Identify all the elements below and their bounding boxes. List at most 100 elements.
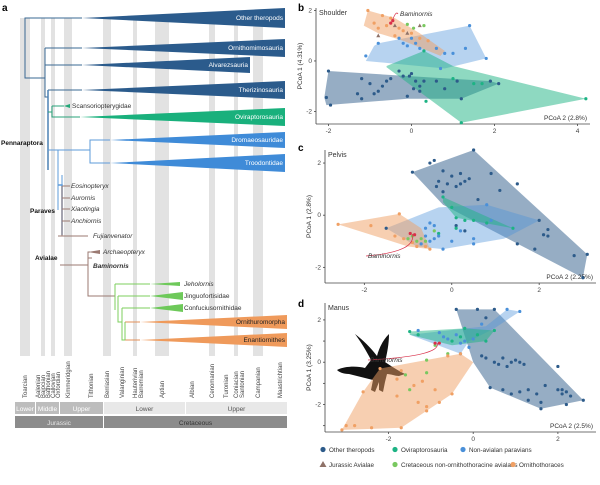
branch [89, 150, 110, 164]
data-point [432, 158, 436, 163]
data-point [419, 237, 423, 241]
data-point [393, 234, 397, 238]
data-point [324, 95, 328, 100]
data-point [463, 339, 467, 343]
data-point [443, 51, 447, 55]
data-point [463, 218, 467, 223]
data-point [409, 36, 414, 40]
epoch-box [15, 402, 35, 414]
data-point [458, 335, 463, 339]
wedge-jinguofortisidae [150, 292, 183, 300]
data-point [372, 92, 376, 96]
hull-ornithothoraces [363, 10, 445, 56]
data-point [409, 71, 414, 76]
data-point [533, 247, 537, 251]
time-band [41, 18, 45, 356]
data-point [564, 402, 568, 407]
data-point [393, 34, 397, 38]
data-point [455, 79, 459, 83]
branch [58, 184, 63, 235]
wedge-enantiornithes [140, 333, 287, 347]
data-point [366, 8, 370, 13]
data-point [458, 182, 463, 186]
data-point [401, 41, 405, 45]
data-point [419, 242, 423, 246]
data-point [389, 16, 393, 20]
wedge-ornithuromorpha [140, 315, 287, 329]
data-point [518, 309, 522, 314]
data-point [437, 179, 441, 183]
data-point [471, 337, 475, 341]
wedge-therizinosauria [82, 81, 285, 99]
wedge-jeholornis [150, 282, 180, 286]
data-point [450, 174, 454, 178]
data-point [368, 82, 372, 86]
stage-label: Bajocian [41, 375, 47, 398]
y-tick-label: 0 [317, 359, 321, 366]
stage-label: Valanginian [120, 367, 126, 398]
data-point [472, 82, 476, 86]
data-point [423, 239, 428, 243]
data-point [326, 69, 331, 73]
wedge-archaeopteryx [88, 250, 100, 254]
data-point [364, 54, 368, 58]
data-point [438, 66, 443, 71]
data-point [397, 212, 401, 216]
data-point [526, 388, 530, 392]
data-point [450, 339, 454, 343]
y-tick-label: 0 [308, 58, 312, 65]
data-point [526, 398, 530, 402]
taxon-label: Eosinopteryx [71, 183, 109, 190]
taxon-label: Baminornis [93, 263, 129, 270]
time-band [234, 18, 238, 356]
data-point [369, 426, 374, 430]
branch [121, 308, 125, 341]
epoch-label: Lower [16, 406, 35, 413]
data-point [513, 358, 518, 362]
data-point [397, 26, 401, 30]
data-point [397, 69, 401, 73]
data-point [405, 94, 409, 98]
data-point [458, 171, 463, 176]
legend-label: Other theropods [329, 447, 375, 454]
panel-label-b: b [298, 3, 304, 14]
y-axis-label: PCoA 1 (3.25%) [306, 344, 313, 391]
data-point [475, 333, 480, 337]
taxon-label: Xiaotingia [70, 206, 100, 213]
branch [44, 65, 48, 98]
data-point [584, 97, 588, 101]
clade-label: Alvarezsauria [209, 62, 249, 69]
data-point [428, 161, 432, 165]
stage-label: Cenomanian [210, 364, 216, 398]
taxon-label: Fujianvenator [93, 233, 133, 240]
epoch-label: Upper [73, 406, 92, 413]
data-point [472, 242, 476, 246]
data-point [560, 388, 564, 392]
data-point [492, 307, 496, 311]
data-point [564, 390, 568, 394]
data-point [418, 36, 422, 40]
data-point [492, 360, 496, 364]
clade-wedges [64, 8, 287, 347]
panel-label-a: a [2, 3, 8, 14]
node-label: Paraves [30, 208, 55, 215]
branch [58, 139, 110, 151]
y-tick-label: 2 [308, 8, 312, 15]
panel-label-c: c [298, 143, 304, 154]
annotation-label: Baminornis [368, 253, 401, 260]
y-axis-label: PCoA 1 (4.31%) [297, 43, 304, 90]
clade-label: Scansoriopterygidae [72, 103, 132, 110]
data-point [475, 307, 480, 311]
clade-label: Enantiornithes [243, 337, 285, 344]
data-point [412, 383, 416, 388]
data-point [556, 364, 560, 369]
data-point [425, 405, 429, 409]
annotation-leader [365, 233, 413, 257]
period-label: Jurassic [47, 420, 72, 427]
data-point [497, 362, 501, 366]
annotation-leader [367, 343, 438, 361]
y-tick-label: 0 [317, 212, 321, 219]
data-point [543, 383, 547, 388]
data-point [498, 188, 502, 193]
data-point [485, 221, 489, 225]
